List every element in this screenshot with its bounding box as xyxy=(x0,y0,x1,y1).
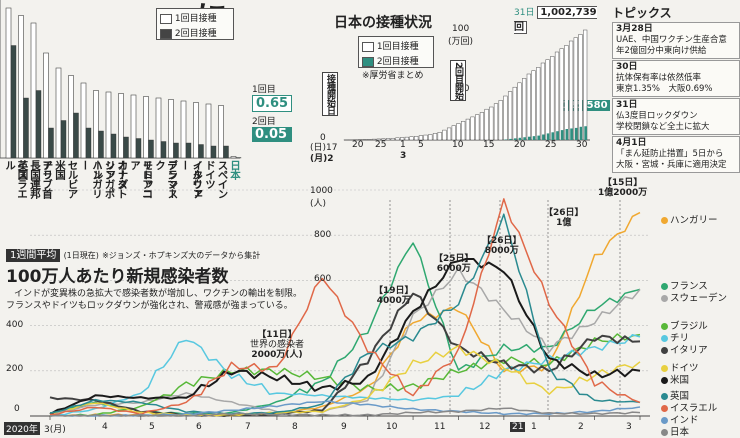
x-tick-3b: 3 xyxy=(626,422,632,432)
legend-label: 米国 xyxy=(670,375,689,386)
main-legend: ハンガリーフランススウェーデンブラジルチリイタリアドイツ米国英国イスラエルインド… xyxy=(655,200,740,420)
milestone-4-date: 【26日】 xyxy=(482,236,522,246)
milestone-5-date: 【26日】 xyxy=(544,208,584,218)
main-unit: (人) xyxy=(310,196,326,209)
main-title: 100万人あたり新規感染者数 xyxy=(6,262,229,287)
y-tick-400: 400 xyxy=(6,320,23,330)
legend-dot xyxy=(661,377,668,384)
x-tick-6: 6 xyxy=(196,422,202,432)
milestone-6-label: 1億2000万 xyxy=(598,188,647,198)
x-tick-2: 2 xyxy=(578,422,584,432)
legend-label: スウェーデン xyxy=(670,293,727,304)
y-tick-800: 800 xyxy=(314,230,331,240)
x-tick-12: 12 xyxy=(479,422,490,432)
legend-dot xyxy=(661,405,668,412)
milestone-3-label: 6000万 xyxy=(434,264,474,274)
legend-item: 米国 xyxy=(661,372,689,386)
x-axis-labels: 2020年 3(月) 4 5 6 7 8 9 10 11 12 21 1 2 3 xyxy=(0,420,740,437)
legend-dot xyxy=(661,217,668,224)
milestone-6-date: 【15日】 xyxy=(598,178,647,188)
milestone-2-label: 4000万 xyxy=(374,296,414,306)
milestone-1: 【11日】 世界の感染者 2000万(人) xyxy=(250,330,304,360)
x-tick-year: 2020年 xyxy=(4,422,40,435)
x-tick-21: 21 xyxy=(510,422,525,432)
milestone-5-label: 1億 xyxy=(544,218,584,228)
legend-label: 日本 xyxy=(670,427,689,438)
y-tick-600: 600 xyxy=(314,274,331,284)
main-desc-2: フランスやドイツもロックダウンが強化され、警戒感が強まっている。 xyxy=(6,298,293,311)
legend-dot xyxy=(661,429,668,436)
y-tick-200: 200 xyxy=(6,364,23,374)
legend-dot xyxy=(661,393,668,400)
legend-dot xyxy=(661,365,668,372)
main-badge: 1週間平均 (1日現在) ※ジョンズ・ホプキンズ大のデータから集計 xyxy=(6,246,260,261)
milestone-4-label: 8000万 xyxy=(482,246,522,256)
milestone-3: 【25日】 6000万 xyxy=(434,254,474,274)
milestone-2-date: 【19日】 xyxy=(374,286,414,296)
legend-dot xyxy=(661,417,668,424)
milestone-3-date: 【25日】 xyxy=(434,254,474,264)
x-tick-10: 10 xyxy=(386,422,397,432)
legend-item: 日本 xyxy=(661,424,689,438)
milestone-1-date: 【11日】 xyxy=(250,330,304,340)
x-tick-8: 8 xyxy=(292,422,298,432)
legend-label: ハンガリー xyxy=(670,215,718,226)
x-tick-7: 7 xyxy=(245,422,251,432)
x-tick-9: 9 xyxy=(341,422,347,432)
legend-item: イタリア xyxy=(661,342,708,356)
legend-dot xyxy=(661,347,668,354)
milestone-5: 【26日】 1億 xyxy=(544,208,584,228)
x-tick-1: 1 xyxy=(531,422,537,432)
x-tick-11: 11 xyxy=(434,422,445,432)
legend-label: イタリア xyxy=(670,345,708,356)
milestone-2: 【19日】 4000万 xyxy=(374,286,414,306)
date-note: (1日現在) xyxy=(64,251,99,260)
badge-weekly-average: 1週間平均 xyxy=(6,249,60,262)
legend-dot xyxy=(661,335,668,342)
milestone-1-label1: 世界の感染者 xyxy=(250,340,304,350)
milestone-4: 【26日】 8000万 xyxy=(482,236,522,256)
x-tick-5: 5 xyxy=(149,422,155,432)
milestone-1-label2: 2000万(人) xyxy=(250,350,304,360)
y-tick-0: 0 xyxy=(14,404,20,414)
legend-item: ハンガリー xyxy=(661,212,718,226)
x-tick-3: 3(月) xyxy=(44,422,66,435)
legend-item: スウェーデン xyxy=(661,290,727,304)
source-note: ※ジョンズ・ホプキンズ大のデータから集計 xyxy=(102,251,260,260)
x-tick-4: 4 xyxy=(102,422,108,432)
milestone-6: 【15日】 1億2000万 xyxy=(598,178,647,198)
legend-dot xyxy=(661,323,668,330)
y-tick-1000: 1000 xyxy=(310,186,333,196)
legend-dot xyxy=(661,283,668,290)
legend-dot xyxy=(661,295,668,302)
